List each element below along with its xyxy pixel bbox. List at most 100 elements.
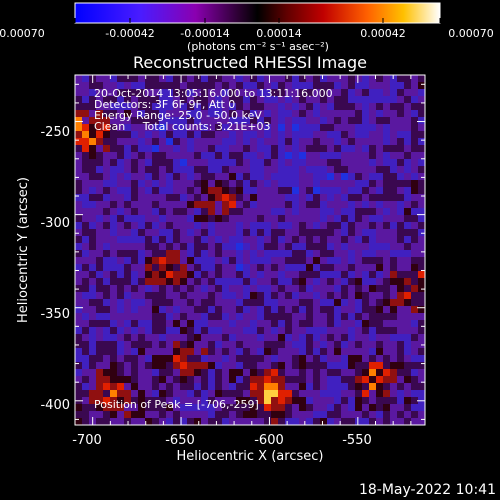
- image-pixel: [138, 173, 146, 181]
- image-pixel: [138, 362, 146, 370]
- image-pixel: [243, 187, 251, 195]
- image-pixel: [320, 229, 328, 237]
- image-pixel: [96, 390, 104, 398]
- image-pixel: [82, 110, 90, 118]
- image-pixel: [229, 271, 237, 279]
- image-pixel: [404, 131, 412, 139]
- image-pixel: [313, 138, 321, 146]
- info-annotation: 20-Oct-2014 13:05:16.000 to 13:11:16.000…: [94, 87, 333, 133]
- image-pixel: [243, 264, 251, 272]
- image-pixel: [383, 411, 391, 419]
- image-pixel: [215, 418, 223, 425]
- image-pixel: [341, 236, 349, 244]
- image-pixel: [243, 348, 251, 356]
- image-pixel: [383, 75, 391, 83]
- image-pixel: [397, 404, 405, 412]
- image-pixel: [257, 229, 265, 237]
- image-pixel: [285, 292, 293, 300]
- image-pixel: [292, 110, 300, 118]
- image-pixel: [341, 313, 349, 321]
- image-pixel: [138, 404, 146, 412]
- image-pixel: [215, 131, 223, 139]
- image-pixel: [383, 229, 391, 237]
- image-pixel: [348, 306, 356, 314]
- image-pixel: [145, 376, 153, 384]
- image-pixel: [348, 145, 356, 153]
- image-pixel: [124, 229, 132, 237]
- image-pixel: [117, 166, 125, 174]
- image-pixel: [362, 271, 370, 279]
- image-pixel: [166, 215, 174, 223]
- image-pixel: [376, 152, 384, 160]
- image-pixel: [390, 313, 398, 321]
- image-pixel: [236, 271, 244, 279]
- image-pixel: [89, 278, 97, 286]
- image-pixel: [159, 166, 167, 174]
- image-pixel: [89, 166, 97, 174]
- image-pixel: [173, 257, 181, 265]
- image-pixel: [299, 369, 307, 377]
- image-pixel: [75, 152, 83, 160]
- image-pixel: [110, 355, 118, 363]
- image-pixel: [292, 264, 300, 272]
- image-pixel: [243, 341, 251, 349]
- image-pixel: [194, 138, 202, 146]
- image-pixel: [215, 145, 223, 153]
- image-pixel: [194, 131, 202, 139]
- image-pixel: [152, 306, 160, 314]
- image-pixel: [271, 320, 279, 328]
- image-pixel: [369, 201, 377, 209]
- image-pixel: [418, 411, 425, 419]
- image-pixel: [355, 159, 363, 167]
- image-pixel: [341, 285, 349, 293]
- image-pixel: [369, 306, 377, 314]
- image-pixel: [187, 376, 195, 384]
- image-pixel: [299, 222, 307, 230]
- image-pixel: [208, 418, 216, 425]
- image-pixel: [208, 187, 216, 195]
- image-pixel: [404, 257, 412, 265]
- image-pixel: [404, 75, 412, 83]
- image-pixel: [236, 320, 244, 328]
- image-pixel: [306, 362, 314, 370]
- image-pixel: [390, 194, 398, 202]
- image-pixel: [138, 194, 146, 202]
- image-pixel: [110, 334, 118, 342]
- image-pixel: [117, 201, 125, 209]
- image-pixel: [152, 362, 160, 370]
- image-pixel: [306, 355, 314, 363]
- image-pixel: [103, 411, 111, 419]
- image-pixel: [397, 96, 405, 104]
- image-pixel: [306, 334, 314, 342]
- image-pixel: [257, 131, 265, 139]
- image-pixel: [243, 152, 251, 160]
- image-pixel: [243, 166, 251, 174]
- image-pixel: [390, 89, 398, 97]
- image-pixel: [313, 299, 321, 307]
- image-pixel: [334, 411, 342, 419]
- image-pixel: [271, 341, 279, 349]
- image-pixel: [362, 320, 370, 328]
- image-pixel: [348, 173, 356, 181]
- image-pixel: [208, 285, 216, 293]
- image-pixel: [243, 404, 251, 412]
- image-pixel: [355, 145, 363, 153]
- image-pixel: [180, 376, 188, 384]
- image-pixel: [82, 222, 90, 230]
- image-pixel: [166, 292, 174, 300]
- image-pixel: [341, 82, 349, 90]
- image-pixel: [208, 292, 216, 300]
- image-pixel: [117, 145, 125, 153]
- x-tick-label: -550: [342, 433, 372, 448]
- image-pixel: [376, 208, 384, 216]
- image-pixel: [299, 411, 307, 419]
- image-pixel: [320, 117, 328, 125]
- image-pixel: [418, 187, 425, 195]
- image-pixel: [222, 390, 230, 398]
- image-pixel: [166, 222, 174, 230]
- image-pixel: [243, 194, 251, 202]
- image-pixel: [250, 362, 258, 370]
- image-pixel: [222, 306, 230, 314]
- image-pixel: [103, 285, 111, 293]
- image-pixel: [250, 103, 258, 111]
